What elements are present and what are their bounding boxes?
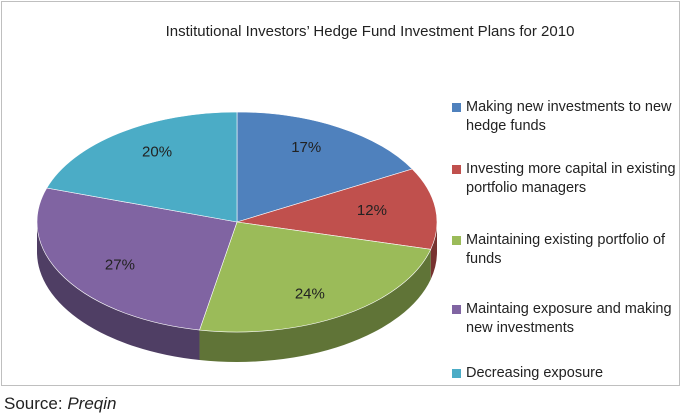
legend-label: Making new investments to new hedge fund… [466, 99, 672, 134]
legend-entry: Decreasing exposure [452, 364, 680, 383]
slice [236, 168, 438, 250]
legend-label: Decreasing exposure [466, 365, 604, 381]
slice [236, 111, 413, 223]
source: Source: Preqin [4, 394, 116, 414]
slice-side [199, 249, 431, 362]
legend-swatch [452, 103, 461, 112]
source-prefix: Source: [4, 394, 63, 413]
data-label: 17% [291, 139, 321, 156]
legend-label: Maintaining existing portfolio of funds [466, 232, 666, 267]
data-label: 27% [105, 257, 135, 274]
legend-label: Maintaing exposure and making new invest… [466, 301, 672, 336]
legend-swatch [452, 165, 461, 174]
chart-title: Institutional Investors’ Hedge Fund Inve… [166, 23, 575, 40]
slice-side [36, 222, 200, 361]
legend-swatch [452, 236, 461, 245]
data-label: 24% [295, 285, 325, 302]
source-name: Preqin [67, 394, 117, 413]
slice [46, 111, 238, 223]
chart: Institutional Investors’ Hedge Fund Inve… [36, 23, 575, 362]
legend-entry: Making new investments to new hedge fund… [452, 98, 680, 136]
data-label: 20% [142, 144, 172, 161]
legend-swatch [452, 305, 461, 314]
data-label: 12% [357, 202, 387, 219]
legend-swatch [452, 369, 461, 378]
legend-label: Investing more capital in existing portf… [466, 161, 676, 196]
legend-entry: Maintaining existing portfolio of funds [452, 231, 680, 269]
slice [36, 187, 238, 331]
slice [199, 221, 432, 333]
legend-entry: Investing more capital in existing portf… [452, 160, 680, 198]
legend-entry: Maintaing exposure and making new invest… [452, 300, 680, 338]
